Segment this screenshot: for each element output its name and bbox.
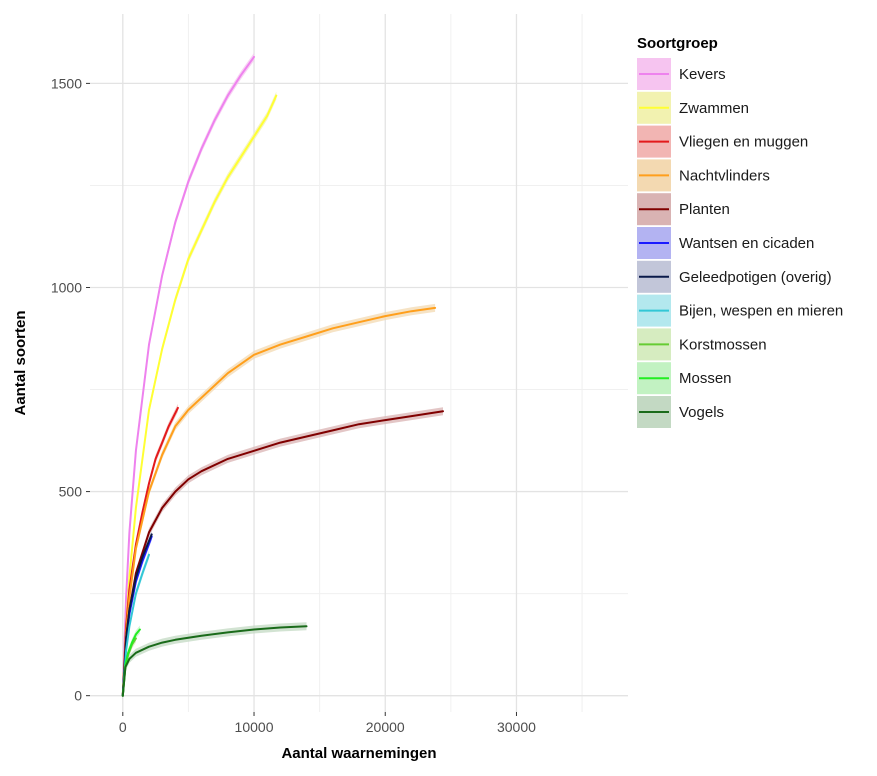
series-lines [121, 55, 444, 697]
legend-label: Mossen [679, 370, 732, 387]
series-line-Kevers [121, 55, 255, 697]
legend-label: Wantsen en cicaden [679, 235, 814, 252]
series-line-Zwammen [121, 94, 278, 697]
legend-item: Bijen, wespen en mieren [637, 294, 843, 327]
legend-item: Planten [637, 193, 730, 226]
legend-items: Kevers Zwammen Vliegen en muggen Nachtvlind… [637, 58, 843, 428]
x-axis-title: Aantal waarnemingen [281, 745, 436, 762]
series-line-Bijen, wespen en mieren [121, 553, 150, 697]
y-tick-label: 0 [74, 688, 82, 704]
legend-label: Vliegen en muggen [679, 134, 808, 151]
x-tick-label: 30000 [497, 719, 536, 735]
x-axis-ticks: 0 10000 20000 30000 [119, 712, 536, 735]
legend-item: Wantsen en cicaden [637, 227, 814, 259]
legend-item: Mossen [637, 362, 732, 395]
legend-label: Zwammen [679, 100, 749, 117]
y-tick-label: 500 [59, 484, 83, 500]
band-Bijen, wespen en mieren [122, 550, 149, 700]
x-tick-label: 10000 [235, 719, 274, 735]
legend-label: Nachtvlinders [679, 167, 770, 184]
legend: Soortgroep Kevers Zwammen Vliegen en mugge… [637, 35, 843, 428]
series-line-Nachtvlinders [121, 306, 437, 697]
minor-gridlines [90, 14, 628, 712]
legend-item: Vogels [637, 396, 724, 428]
legend-title: Soortgroep [637, 35, 718, 52]
legend-item: Nachtvlinders [637, 159, 770, 192]
legend-label: Kevers [679, 66, 726, 83]
legend-label: Geleedpotigen (overig) [679, 269, 832, 286]
y-tick-label: 1000 [51, 279, 82, 295]
x-tick-label: 20000 [366, 719, 405, 735]
y-tick-label: 1500 [51, 75, 82, 91]
legend-item: Zwammen [637, 91, 749, 124]
y-axis-title: Aantal soorten [12, 310, 29, 415]
legend-label: Korstmossen [679, 336, 767, 353]
legend-item: Geleedpotigen (overig) [637, 260, 832, 293]
plot-background [90, 14, 628, 712]
legend-label: Planten [679, 201, 730, 218]
series-line-Vogels [121, 625, 308, 697]
legend-item: Vliegen en muggen [637, 125, 808, 158]
legend-item: Kevers [637, 58, 726, 90]
y-axis-ticks: 0 500 1000 1500 [51, 75, 90, 704]
x-tick-label: 0 [119, 719, 127, 735]
legend-label: Bijen, wespen en mieren [679, 303, 843, 320]
legend-item: Korstmossen [637, 328, 767, 361]
legend-label: Vogels [679, 404, 724, 421]
